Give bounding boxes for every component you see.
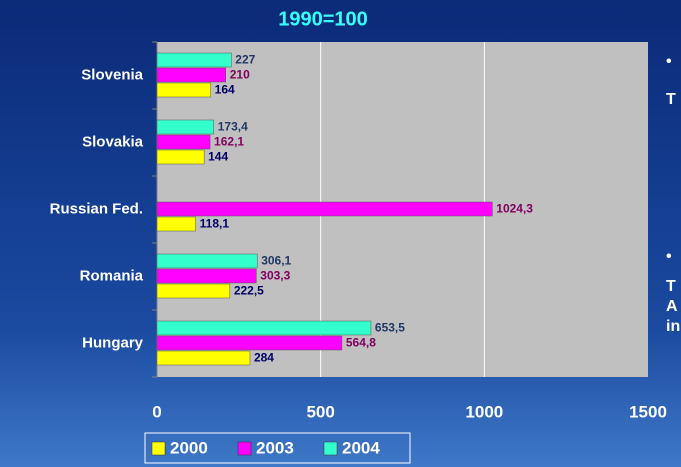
data-label: 164 bbox=[215, 83, 235, 97]
data-label: 306,1 bbox=[261, 254, 291, 268]
bar bbox=[156, 52, 232, 68]
x-tick-label: 1000 bbox=[465, 402, 503, 421]
bar bbox=[156, 134, 211, 150]
y-tick-label: Hungary bbox=[82, 334, 144, 351]
data-label: 284 bbox=[254, 351, 274, 365]
y-tick-label: Russian Fed. bbox=[50, 200, 143, 217]
bar bbox=[156, 67, 226, 83]
chart-title: 1990=100 bbox=[278, 8, 368, 30]
side-text: T bbox=[666, 91, 676, 108]
data-label: 222,5 bbox=[234, 284, 264, 298]
data-label: 653,5 bbox=[375, 321, 405, 335]
legend-swatch bbox=[237, 441, 252, 456]
legend-label: 2000 bbox=[170, 438, 208, 457]
data-label: 144 bbox=[208, 150, 228, 164]
bar bbox=[156, 335, 343, 351]
bar bbox=[156, 253, 258, 269]
legend-swatch bbox=[151, 441, 166, 456]
side-text: T bbox=[666, 278, 676, 295]
side-text: in bbox=[666, 318, 680, 335]
bar bbox=[156, 201, 493, 217]
y-tick-label: Romania bbox=[80, 267, 144, 284]
data-label: 162,1 bbox=[214, 135, 244, 149]
bar bbox=[156, 283, 231, 299]
data-label: 1024,3 bbox=[496, 202, 533, 216]
legend-box bbox=[144, 432, 411, 464]
y-tick-label: Slovenia bbox=[81, 66, 143, 83]
bar bbox=[156, 119, 215, 135]
side-text: • bbox=[666, 53, 672, 70]
x-tick-label: 500 bbox=[306, 402, 334, 421]
data-label: 303,3 bbox=[260, 269, 290, 283]
bar bbox=[156, 268, 257, 284]
bar bbox=[156, 82, 211, 98]
x-tick-label: 1500 bbox=[629, 402, 667, 421]
bar bbox=[156, 216, 196, 232]
legend-label: 2004 bbox=[342, 438, 380, 457]
data-label: 564,8 bbox=[346, 336, 376, 350]
x-tick-label: 0 bbox=[152, 402, 161, 421]
side-text: A bbox=[666, 298, 678, 315]
data-label: 118,1 bbox=[200, 217, 230, 231]
bar bbox=[156, 320, 372, 336]
bar bbox=[156, 149, 205, 165]
side-text: • bbox=[666, 248, 672, 265]
bar bbox=[156, 350, 251, 366]
y-tick-label: Slovakia bbox=[82, 133, 144, 150]
legend-swatch bbox=[323, 441, 338, 456]
legend-label: 2003 bbox=[256, 438, 294, 457]
data-label: 210 bbox=[230, 68, 250, 82]
data-label: 227 bbox=[235, 53, 255, 67]
data-label: 173,4 bbox=[218, 120, 248, 134]
